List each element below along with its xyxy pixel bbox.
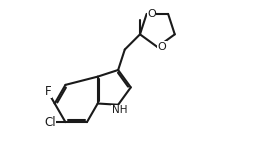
Text: F: F <box>44 85 51 98</box>
Text: NH: NH <box>112 105 127 115</box>
Text: O: O <box>158 42 167 52</box>
Text: O: O <box>147 9 156 19</box>
Text: Cl: Cl <box>44 116 56 129</box>
